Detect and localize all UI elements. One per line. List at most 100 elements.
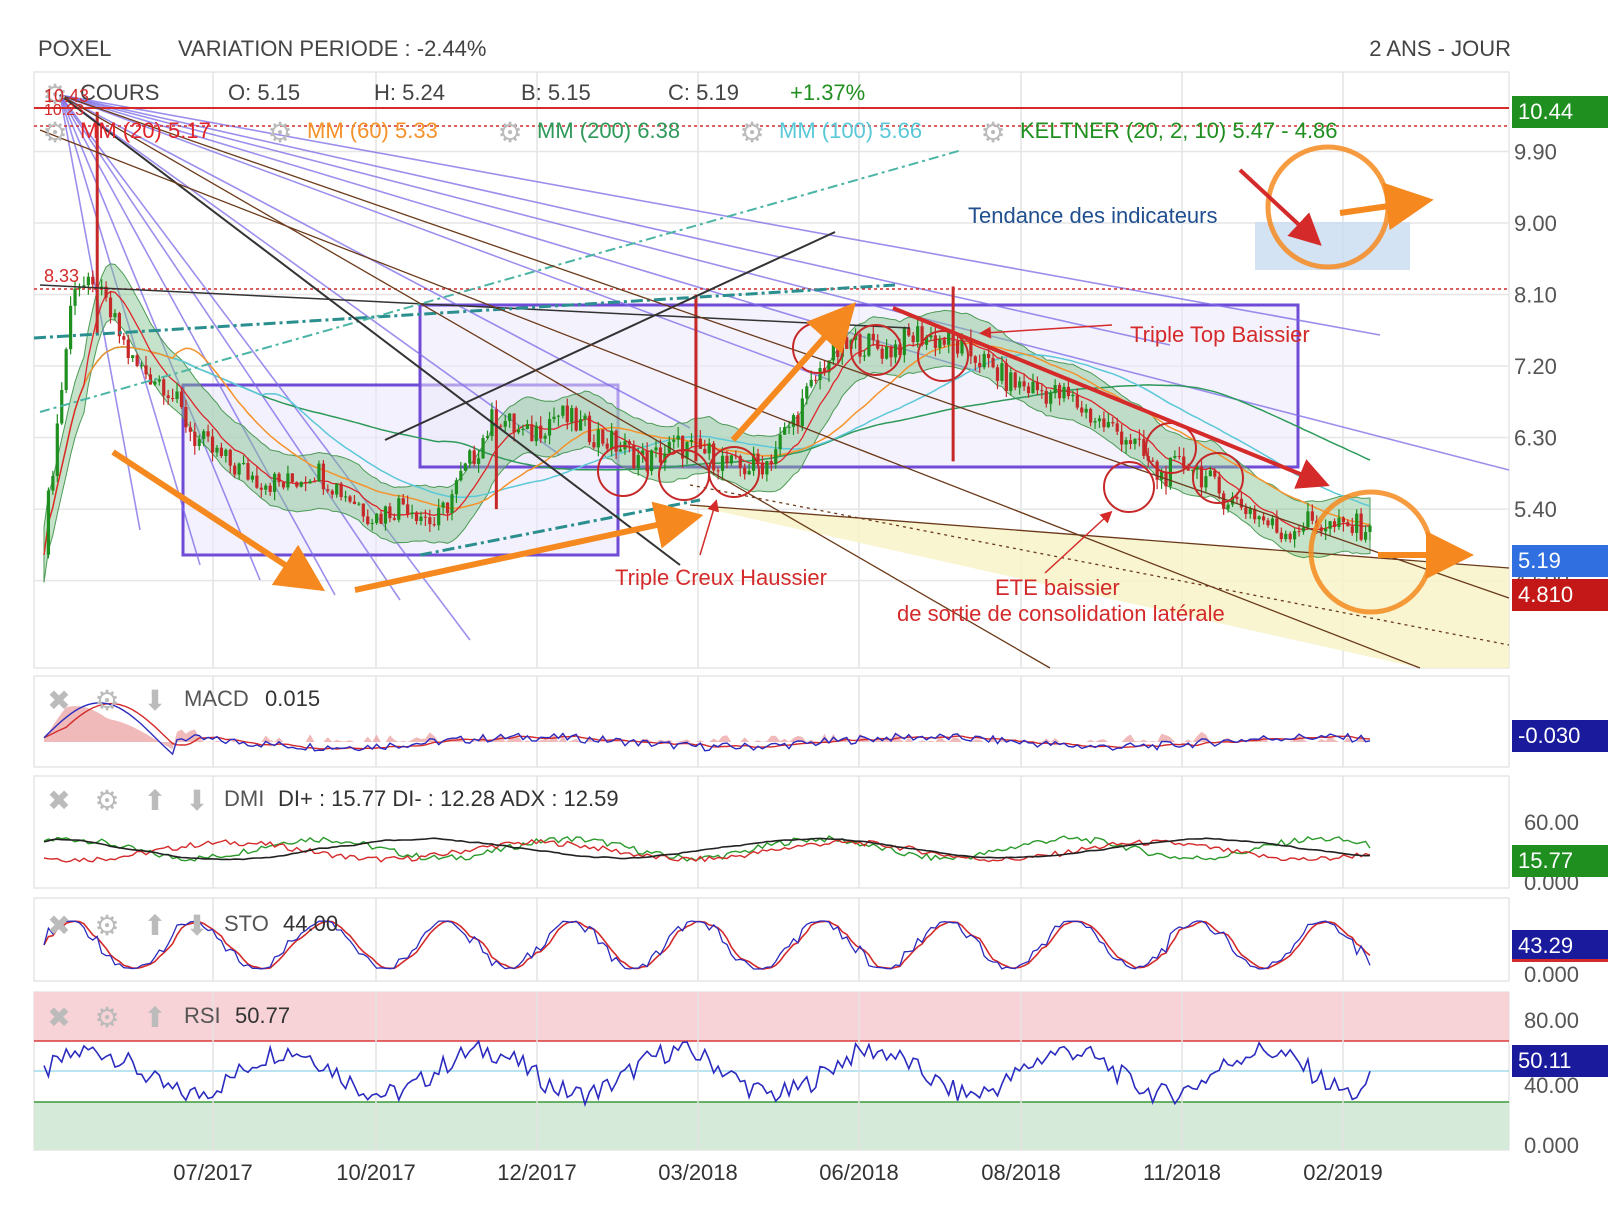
candle-body — [672, 439, 676, 442]
candle-body — [1093, 421, 1097, 423]
close-icon[interactable]: ✖ — [47, 685, 71, 716]
candle-body — [893, 344, 898, 358]
candle-body — [1230, 496, 1235, 505]
candle-body — [326, 489, 330, 491]
candle-body — [1368, 525, 1372, 532]
candle-body — [1310, 511, 1314, 521]
candle-body — [995, 367, 1000, 381]
arrow-down-icon[interactable]: ⬇ — [185, 910, 209, 941]
candle-body — [960, 338, 964, 354]
candle-body — [73, 288, 77, 306]
candle-body — [920, 326, 924, 345]
arrow-up-icon[interactable]: ⬆ — [143, 910, 167, 941]
gear-icon[interactable]: ⚙ — [739, 117, 765, 148]
candle-body — [224, 449, 228, 456]
candle-body — [1332, 521, 1337, 527]
candle-body — [1208, 470, 1212, 477]
arrow — [1238, 168, 1322, 246]
period-selector[interactable]: 2 ANS - JOUR — [1369, 36, 1511, 61]
candle-body — [512, 413, 516, 433]
candle-body — [1257, 516, 1261, 520]
candle-body — [991, 358, 995, 368]
candle-body — [933, 335, 937, 348]
dmi-badge: 15.77 — [1512, 845, 1608, 877]
candle-body — [246, 463, 250, 480]
resistance-line — [39, 284, 911, 329]
candle-body — [410, 512, 414, 515]
gear-icon[interactable]: ⚙ — [980, 117, 1006, 148]
candle-body — [809, 379, 813, 387]
close-icon[interactable]: ✖ — [47, 1002, 71, 1033]
candle-body — [255, 475, 259, 488]
candle-body — [1102, 418, 1106, 428]
candle-body — [1040, 390, 1044, 392]
x-tick-label: 06/2018 — [819, 1160, 899, 1185]
candle-body — [317, 463, 321, 482]
candle-body — [1235, 496, 1239, 499]
candle-body — [494, 409, 498, 426]
candle-body — [924, 337, 929, 345]
change-value: +1.37% — [790, 80, 866, 105]
candle-body — [445, 502, 450, 514]
pattern-circle — [597, 445, 649, 497]
candle-body — [423, 516, 427, 518]
candle-body — [1031, 381, 1035, 394]
candle-body — [1035, 381, 1039, 391]
gear-icon[interactable]: ⚙ — [42, 117, 68, 148]
candle-body — [392, 518, 396, 520]
gear-icon[interactable]: ⚙ — [497, 117, 523, 148]
candle-body — [51, 475, 55, 491]
candle-body — [805, 386, 809, 399]
gear-icon[interactable]: ⚙ — [94, 1002, 120, 1033]
candle-body — [525, 424, 529, 429]
candle-body — [375, 513, 379, 523]
x-tick-label: 07/2017 — [173, 1160, 253, 1185]
close-icon[interactable]: ✖ — [47, 785, 71, 816]
pattern-circle — [708, 446, 760, 498]
candle-body — [1248, 508, 1252, 515]
gear-icon[interactable]: ⚙ — [42, 79, 68, 110]
arrow-up-icon[interactable]: ⬆ — [143, 1002, 167, 1033]
candle-body — [929, 335, 933, 338]
arrow-down-icon[interactable]: ⬇ — [143, 685, 167, 716]
candle-body — [1355, 513, 1359, 533]
arrow — [892, 306, 1330, 489]
candle-body — [592, 442, 596, 448]
last-price-badge: 5.19 — [1512, 545, 1608, 577]
candle-body — [698, 438, 702, 449]
y-axis-ticks: 9.909.008.107.206.305.404.500 — [1514, 139, 1569, 593]
x-tick-label: 08/2018 — [981, 1160, 1061, 1185]
gear-icon[interactable]: ⚙ — [94, 910, 120, 941]
arrow — [111, 449, 326, 592]
candle-body — [1199, 466, 1204, 488]
arrow-up-icon[interactable]: ⬆ — [143, 785, 167, 816]
candle-body — [765, 461, 769, 475]
candle-body — [871, 333, 875, 341]
candle-body — [716, 470, 720, 472]
arrow — [979, 324, 1113, 339]
candle-body — [778, 434, 782, 450]
candle-body — [889, 346, 893, 358]
y-tick-label: 6.30 — [1514, 426, 1557, 451]
gear-icon[interactable]: ⚙ — [267, 117, 293, 148]
teal-trendline-1 — [33, 283, 896, 340]
candle-body — [565, 405, 569, 423]
candle-body — [193, 431, 197, 446]
arrow-down-icon[interactable]: ⬇ — [185, 785, 209, 816]
y-tick-label: 8.10 — [1514, 283, 1557, 308]
adx-line — [43, 837, 1371, 861]
candle-body — [885, 346, 889, 359]
candle-body — [791, 415, 796, 427]
fan-line — [59, 94, 336, 596]
candle-body — [649, 450, 654, 472]
candle-body — [1279, 532, 1283, 540]
fan-line — [59, 94, 561, 456]
candle-body — [632, 444, 636, 468]
close-icon[interactable]: ✖ — [47, 910, 71, 941]
gear-icon[interactable]: ⚙ — [94, 685, 120, 716]
candle-body — [499, 425, 503, 427]
triple-top-annotation: Triple Top Baissier — [1130, 322, 1310, 347]
macd-badge: -0.030 — [1512, 720, 1608, 752]
gear-icon[interactable]: ⚙ — [94, 785, 120, 816]
candle-body — [1120, 431, 1124, 445]
